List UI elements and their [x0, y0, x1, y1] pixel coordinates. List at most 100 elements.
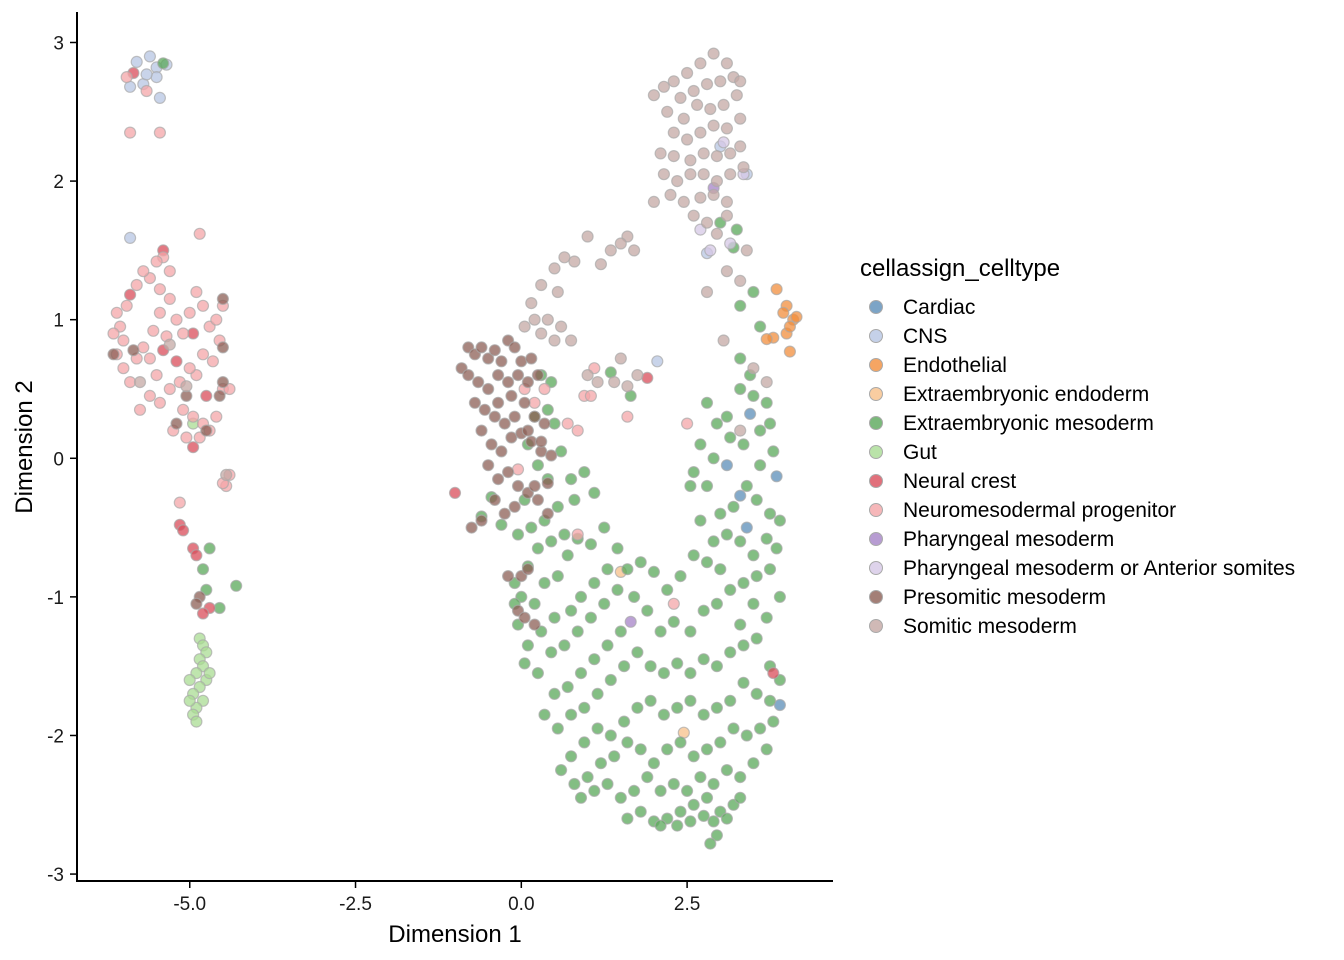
point-somitic-mesoderm-24 — [734, 112, 747, 125]
point-somitic-mesoderm-9 — [687, 84, 700, 98]
point-extraembryonic-mesoderm-130 — [578, 736, 591, 749]
point-presomitic-mesoderm-13 — [482, 382, 495, 396]
point-somitic-mesoderm-55 — [604, 244, 617, 257]
point-cardiac-0 — [720, 459, 734, 472]
point-presomitic-mesoderm-18 — [531, 369, 545, 382]
point-somitic-mesoderm-80 — [133, 376, 147, 389]
point-extraembryonic-mesoderm-149 — [760, 743, 773, 756]
point-somitic-mesoderm-65 — [541, 313, 554, 326]
point-extraembryonic-mesoderm-121 — [697, 708, 710, 721]
point-extraembryonic-mesoderm-119 — [724, 694, 737, 707]
point-neural-crest-0 — [124, 288, 137, 301]
point-presomitic-mesoderm-58 — [528, 618, 541, 631]
point-pharyngeal-mesoderm-or-anterior-somites-2 — [717, 136, 730, 149]
point-presomitic-mesoderm-40 — [541, 507, 554, 520]
y-tick-label: -2 — [47, 726, 64, 747]
legend-label: Somitic mesoderm — [903, 615, 1077, 638]
point-somitic-mesoderm-68 — [548, 334, 561, 347]
point-extraembryonic-mesoderm-169 — [687, 798, 700, 811]
point-presomitic-mesoderm-7 — [508, 341, 521, 354]
point-extraembryonic-mesoderm-206 — [760, 532, 773, 545]
point-cardiac-3 — [770, 470, 783, 483]
point-extraembryonic-mesoderm-18 — [541, 403, 554, 416]
point-somitic-mesoderm-67 — [564, 334, 578, 347]
point-somitic-mesoderm-22 — [707, 119, 720, 132]
legend-key — [869, 590, 883, 604]
point-cns-1 — [143, 50, 156, 63]
point-extraembryonic-mesoderm-139 — [647, 757, 661, 770]
point-extraembryonic-mesoderm-0 — [157, 57, 170, 70]
point-extraembryonic-mesoderm-189 — [753, 459, 767, 472]
legend-key — [869, 358, 883, 372]
point-somitic-mesoderm-27 — [684, 154, 697, 167]
point-presomitic-mesoderm-43 — [508, 500, 521, 513]
point-extraembryonic-mesoderm-131 — [564, 750, 578, 763]
y-tick-label: -1 — [47, 588, 64, 609]
point-extraembryonic-mesoderm-152 — [720, 763, 734, 777]
point-somitic-mesoderm-73 — [621, 380, 634, 393]
legend-key — [869, 300, 883, 314]
point-extraembryonic-mesoderm-101 — [591, 687, 604, 701]
point-extraembryonic-mesoderm-109 — [697, 653, 710, 666]
point-extraembryonic-mesoderm-110 — [710, 660, 724, 673]
point-extraembryonic-mesoderm-190 — [740, 479, 753, 493]
point-extraembryonic-mesoderm-76 — [627, 590, 641, 604]
point-presomitic-mesoderm-47 — [528, 479, 541, 493]
legend-label: Extraembryonic endoderm — [903, 383, 1149, 406]
point-extraembryonic-mesoderm-71 — [661, 583, 674, 597]
point-extraembryonic-mesoderm-112 — [737, 639, 750, 652]
point-neuromesodermal-progenitor-20 — [137, 341, 150, 354]
point-neuromesodermal-progenitor-38 — [163, 382, 176, 396]
point-somitic-mesoderm-37 — [724, 168, 737, 181]
point-extraembryonic-mesoderm-184 — [724, 431, 737, 444]
point-extraembryonic-mesoderm-132 — [554, 763, 568, 777]
point-extraembryonic-mesoderm-55 — [548, 611, 561, 624]
point-neuromesodermal-progenitor-41 — [133, 403, 147, 416]
legend-label: Pharyngeal mesoderm or Anterior somites — [903, 557, 1295, 580]
y-tick-label: 3 — [53, 33, 64, 54]
point-extraembryonic-mesoderm-70 — [647, 565, 661, 579]
point-extraembryonic-mesoderm-175 — [671, 819, 684, 832]
point-extraembryonic-mesoderm-4 — [230, 579, 243, 592]
point-neuromesodermal-progenitor-10 — [130, 278, 143, 292]
points-layer — [107, 47, 803, 850]
point-presomitic-mesoderm-46 — [541, 477, 554, 490]
point-extraembryonic-mesoderm-207 — [747, 549, 760, 562]
point-neuromesodermal-progenitor-70 — [511, 463, 525, 476]
point-presomitic-mesoderm-51 — [475, 514, 488, 527]
point-extraembryonic-mesoderm-185 — [737, 438, 750, 451]
point-extraembryonic-mesoderm-134 — [581, 770, 594, 784]
point-somitic-mesoderm-64 — [528, 313, 541, 326]
legend-key — [869, 387, 883, 401]
point-extraembryonic-mesoderm-54 — [564, 604, 578, 617]
point-somitic-mesoderm-56 — [594, 258, 608, 271]
point-somitic-mesoderm-13 — [661, 105, 674, 118]
point-somitic-mesoderm-59 — [558, 251, 571, 264]
point-extraembryonic-mesoderm-133 — [568, 777, 581, 791]
point-pharyngeal-mesoderm-or-anterior-somites-0 — [704, 244, 717, 257]
point-extraembryonic-mesoderm-157 — [654, 784, 667, 798]
point-presomitic-mesoderm-9 — [525, 352, 538, 365]
point-presomitic-mesoderm-22 — [498, 417, 511, 430]
y-ticks: 3 2 1 0 -1 -2 -3 — [47, 33, 77, 886]
point-presomitic-mesoderm-64 — [170, 417, 183, 430]
point-neuromesodermal-progenitor-40 — [143, 389, 156, 402]
point-extraembryonic-mesoderm-107 — [671, 657, 684, 670]
point-extraembryonic-mesoderm-75 — [714, 563, 727, 576]
point-somitic-mesoderm-49 — [720, 265, 734, 278]
point-extraembryonic-mesoderm-181 — [720, 812, 734, 825]
point-somitic-mesoderm-6 — [657, 80, 671, 93]
point-extraembryonic-mesoderm-129 — [591, 722, 604, 735]
point-extraembryonic-mesoderm-138 — [634, 743, 647, 756]
point-presomitic-mesoderm-53 — [502, 569, 515, 583]
point-neuromesodermal-progenitor-25 — [177, 327, 190, 340]
point-extraembryonic-mesoderm-90 — [734, 618, 747, 631]
point-somitic-mesoderm-48 — [740, 244, 753, 257]
point-neuromesodermal-progenitor-63 — [538, 382, 551, 396]
point-presomitic-mesoderm-21 — [488, 410, 501, 423]
point-presomitic-mesoderm-20 — [478, 403, 491, 416]
point-extraembryonic-mesoderm-140 — [661, 743, 674, 756]
point-neuromesodermal-progenitor-3 — [120, 70, 133, 84]
point-somitic-mesoderm-42 — [707, 188, 720, 201]
y-axis-title: Dimension 2 — [11, 380, 38, 513]
